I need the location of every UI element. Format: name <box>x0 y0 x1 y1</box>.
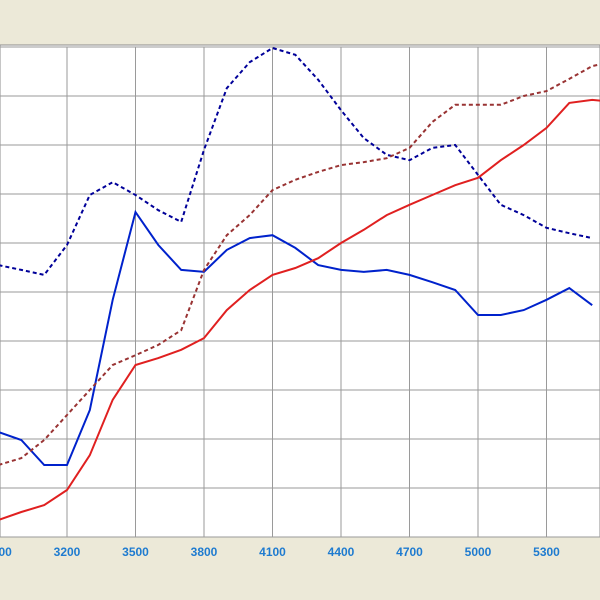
x-tick-label: 4100 <box>259 545 286 559</box>
x-tick-label: 3500 <box>122 545 149 559</box>
x-tick-label: 2900 <box>0 545 12 559</box>
x-tick-label: 5000 <box>465 545 492 559</box>
series-line <box>0 209 593 466</box>
series-line <box>0 63 600 466</box>
series-line <box>0 46 593 277</box>
x-tick-label: 4400 <box>328 545 355 559</box>
x-tick-label: 3200 <box>54 545 81 559</box>
series-line <box>0 98 600 521</box>
x-tick-label: 5300 <box>533 545 560 559</box>
x-tick-label: 3800 <box>191 545 218 559</box>
x-tick-label: 4700 <box>396 545 423 559</box>
plot-area <box>0 44 600 538</box>
